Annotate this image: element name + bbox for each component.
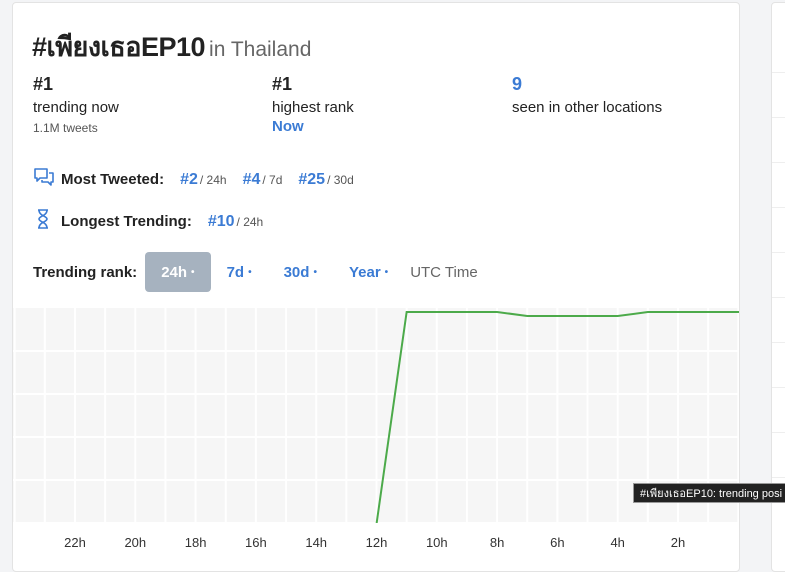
x-axis-labels: 22h 20h 18h 16h 14h 12h 10h 8h 6h 4h 2h: [13, 535, 739, 555]
range-button-7d-label: 7d: [226, 263, 245, 281]
chart-tooltip: #เพียงเธอEP10: trending posi: [633, 483, 785, 503]
most-tweeted-period-30d: / 30d: [327, 173, 354, 187]
hourglass-icon: [33, 209, 55, 234]
x-tick-label: 10h: [425, 535, 448, 550]
location-label: in Thailand: [209, 38, 312, 61]
most-tweeted-label: Most Tweeted:: [61, 171, 165, 188]
x-tick-label: 16h: [245, 535, 267, 550]
longest-trending-row: Longest Trending: #10 / 24h: [33, 206, 279, 231]
other-locations-label: seen in other locations: [512, 99, 663, 116]
range-button-7d[interactable]: 7d •: [211, 252, 268, 292]
stat-highest-rank: #1 highest rank Now: [272, 74, 354, 135]
most-tweeted-rank-24h[interactable]: #2: [180, 171, 198, 188]
highest-rank-when: Now: [272, 118, 304, 135]
range-button-24h[interactable]: 24h •: [145, 252, 211, 292]
other-locations-value[interactable]: 9: [512, 74, 523, 94]
utc-time-toggle[interactable]: UTC Time: [410, 263, 478, 281]
longest-trending-label: Longest Trending:: [61, 213, 192, 230]
dot-icon: •: [248, 266, 252, 278]
range-button-year-label: Year: [348, 263, 381, 281]
x-tick-label: 8h: [489, 535, 505, 550]
range-button-year[interactable]: Year •: [333, 252, 404, 292]
most-tweeted-period-24h: / 24h: [199, 173, 227, 187]
trending-now-value: #1: [33, 74, 54, 94]
stat-other-locations[interactable]: 9 seen in other locations: [512, 74, 662, 116]
longest-trending-period-24h: / 24h: [236, 215, 264, 229]
x-tick-label: 6h: [550, 535, 565, 550]
most-tweeted-rank-7d[interactable]: #4: [242, 171, 261, 188]
highest-rank-value: #1: [272, 74, 293, 94]
x-tick-label: 2h: [670, 535, 686, 550]
dot-icon: •: [313, 266, 317, 278]
page-title: #เพียงเธอEP10 in Thailand: [32, 25, 311, 68]
trending-now-label: trending now: [33, 99, 119, 116]
most-tweeted-period-7d: / 7d: [262, 173, 283, 187]
dot-icon: •: [384, 266, 389, 278]
right-side-panel: [771, 2, 785, 572]
tweet-count: 1.1M tweets: [33, 121, 98, 135]
trending-rank-label: Trending rank:: [33, 263, 138, 281]
range-button-24h-label: 24h: [161, 263, 188, 281]
rank-series-line: [375, 311, 739, 523]
x-tick-label: 12h: [365, 535, 388, 550]
dot-icon: •: [191, 266, 195, 278]
longest-trending-rank-24h[interactable]: #10: [207, 213, 235, 230]
chat-bubbles-icon: [33, 167, 55, 192]
highest-rank-label: highest rank: [272, 99, 354, 116]
hashtag-title: #เพียงเธอEP10: [32, 32, 206, 62]
x-tick-label: 22h: [64, 535, 86, 550]
range-button-30d-label: 30d: [283, 263, 310, 281]
most-tweeted-row: Most Tweeted: #2 / 24h #4 / 7d #25 / 30d: [33, 164, 370, 189]
trend-card: #เพียงเธอEP10 in Thailand #1 trending now…: [12, 2, 740, 572]
stat-trending-now: #1 trending now 1.1M tweets: [33, 74, 119, 135]
x-tick-label: 18h: [184, 535, 207, 550]
x-tick-label: 14h: [305, 535, 328, 550]
x-tick-label: 20h: [124, 535, 147, 550]
trending-rank-chart[interactable]: [13, 308, 740, 523]
most-tweeted-rank-30d[interactable]: #25: [298, 171, 326, 188]
x-tick-label: 4h: [610, 535, 625, 550]
range-button-30d[interactable]: 30d •: [268, 252, 333, 292]
trending-rank-selector: Trending rank: 24h • 7d • 30d • Year • UTC T…: [33, 252, 478, 292]
